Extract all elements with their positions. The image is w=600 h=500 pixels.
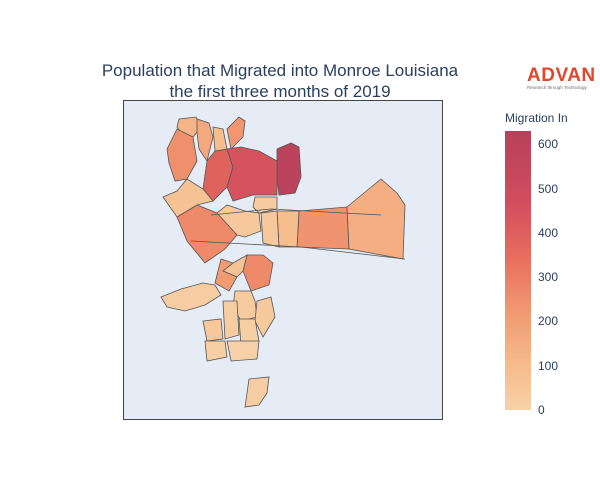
map-region[interactable] bbox=[214, 258, 238, 292]
map-boundary-line bbox=[190, 240, 406, 260]
colorbar-title: Migration In bbox=[505, 111, 568, 125]
map-region[interactable] bbox=[276, 142, 302, 196]
colorbar-tick-label: 0 bbox=[538, 403, 545, 417]
colorbar-tick-label: 600 bbox=[538, 137, 559, 152]
colorbar-tick-label: 300 bbox=[538, 270, 559, 285]
map-region[interactable] bbox=[276, 210, 300, 248]
advan-logo-wordmark: ADVAN bbox=[527, 65, 596, 86]
map-region[interactable] bbox=[176, 204, 238, 264]
map-region[interactable] bbox=[212, 126, 228, 152]
map-region[interactable] bbox=[226, 116, 246, 150]
map-canvas[interactable] bbox=[124, 101, 442, 419]
chart-title-line-1: Population that Migrated into Monroe Lou… bbox=[101, 61, 459, 80]
advan-logo-tagline: Research through Technology bbox=[527, 85, 587, 90]
colorbar-tick-label: 200 bbox=[538, 314, 559, 329]
map-boundary-line bbox=[210, 208, 382, 216]
colorbar-tick-label: 400 bbox=[538, 225, 559, 240]
map-region[interactable] bbox=[244, 376, 270, 408]
map-region[interactable] bbox=[346, 178, 406, 260]
map-region[interactable] bbox=[260, 210, 280, 248]
choropleth-map[interactable] bbox=[123, 100, 443, 420]
map-region[interactable] bbox=[204, 340, 228, 362]
chart-title: Population that Migrated into Monroe Lou… bbox=[60, 60, 500, 102]
map-region[interactable] bbox=[162, 178, 214, 218]
map-region[interactable] bbox=[254, 296, 276, 338]
advan-logo: ADVAN Research through Technology bbox=[527, 66, 597, 91]
chart-title-line-2: the first three months of 2019 bbox=[169, 82, 391, 101]
colorbar-tick-label: 100 bbox=[538, 358, 559, 373]
map-region[interactable] bbox=[196, 118, 214, 162]
map-region[interactable] bbox=[226, 340, 260, 362]
colorbar-tick-label: 500 bbox=[538, 181, 559, 196]
map-region[interactable] bbox=[242, 254, 274, 292]
map-region[interactable] bbox=[222, 300, 240, 340]
colorbar bbox=[505, 131, 531, 410]
map-region[interactable] bbox=[226, 146, 278, 202]
map-region[interactable] bbox=[296, 206, 350, 250]
map-region[interactable] bbox=[202, 318, 224, 342]
map-region[interactable] bbox=[160, 282, 222, 312]
map-region[interactable] bbox=[166, 128, 198, 182]
